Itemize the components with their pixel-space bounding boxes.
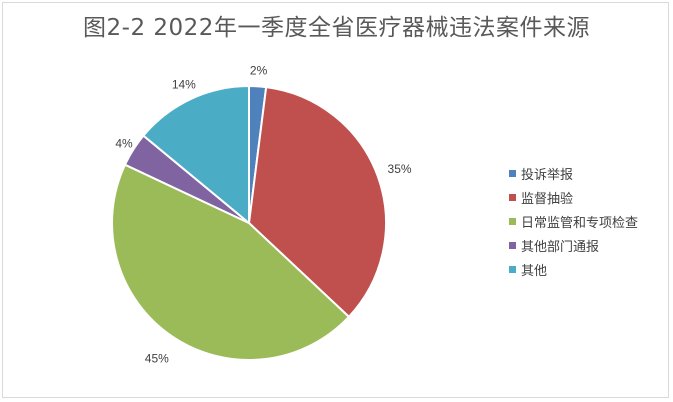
legend-label: 其他部门通报	[521, 239, 600, 255]
data-label-5: 14%	[172, 78, 196, 92]
pie-slice-5	[142, 84, 250, 226]
legend-label: 日常监管和专项检查	[521, 215, 639, 231]
legend-item-5: 其他	[509, 257, 638, 281]
legend-swatch	[509, 241, 516, 249]
data-label-4: 4%	[115, 137, 133, 151]
legend-swatch	[509, 217, 516, 225]
legend-item-2: 监督抽验	[509, 185, 638, 209]
pie-slice-3	[111, 163, 351, 361]
pie-slice-2	[247, 85, 387, 319]
data-label-1: 2%	[250, 63, 268, 77]
legend-label: 监督抽验	[521, 191, 574, 207]
legend: 投诉举报监督抽验日常监管和专项检查 其他部门通报 其他	[509, 161, 638, 281]
legend-swatch	[509, 193, 516, 201]
legend-item-3: 日常监管和专项检查	[509, 209, 638, 233]
legend-label: 投诉举报	[521, 167, 574, 183]
legend-label: 其他	[521, 263, 548, 279]
legend-swatch	[509, 265, 516, 273]
legend-item-4: 其他部门通报	[509, 233, 638, 257]
data-label-3: 45%	[145, 352, 169, 366]
legend-swatch	[509, 169, 516, 177]
data-label-2: 35%	[388, 162, 412, 176]
chart-title: 图2-2 2022年一季度全省医疗器械违法案件来源	[83, 15, 590, 41]
legend-item-1: 投诉举报	[509, 161, 638, 185]
